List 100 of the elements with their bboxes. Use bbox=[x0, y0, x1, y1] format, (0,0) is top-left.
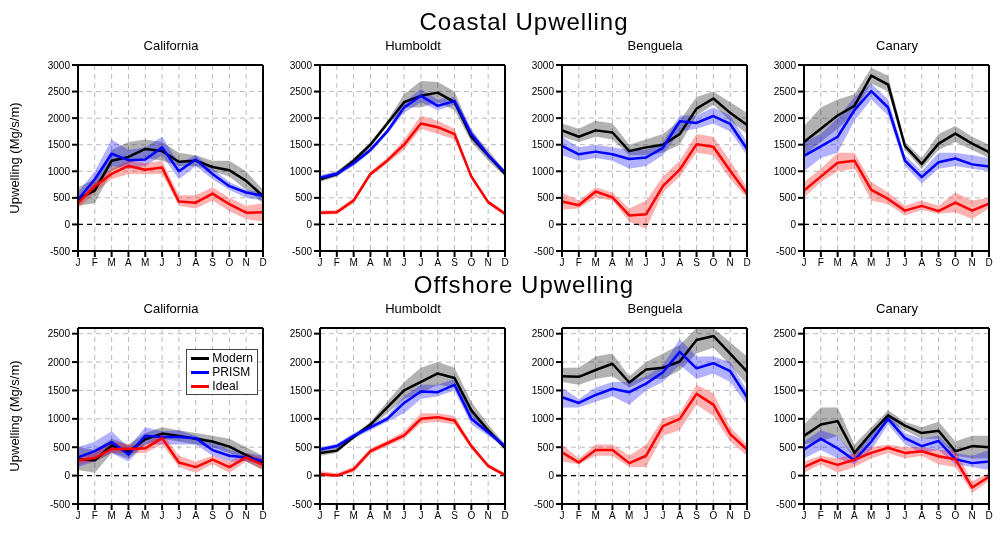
x-tick-label: F bbox=[333, 257, 340, 269]
line-series bbox=[560, 114, 749, 161]
y-tick-label: 1000 bbox=[531, 413, 555, 425]
y-tick-label: -500 bbox=[49, 245, 71, 257]
y-tick-label: -500 bbox=[291, 498, 313, 510]
y-tick-label: -500 bbox=[49, 498, 71, 510]
x-tick-label: J bbox=[885, 257, 891, 269]
y-tick-label: 2000 bbox=[773, 112, 797, 124]
y-tick-label: 0 bbox=[790, 470, 797, 482]
y-tick-label: 1000 bbox=[47, 165, 71, 177]
x-tick-label: A bbox=[367, 510, 375, 522]
x-tick-label: A bbox=[192, 510, 200, 522]
x-tick-label: M bbox=[867, 257, 876, 269]
y-tick-label: 0 bbox=[790, 218, 797, 230]
x-tick-label: S bbox=[935, 510, 943, 522]
x-tick-label: J bbox=[176, 510, 182, 522]
x-tick-label: M bbox=[107, 257, 116, 269]
y-tick-label: 2000 bbox=[289, 356, 313, 368]
x-tick-label: A bbox=[125, 510, 133, 522]
x-tick-label: N bbox=[968, 257, 976, 269]
x-tick-label: D bbox=[985, 510, 993, 522]
x-tick-label: O bbox=[951, 257, 960, 269]
x-tick-label: A bbox=[434, 510, 442, 522]
legend-label: PRISM bbox=[212, 365, 251, 379]
y-tick-label: 0 bbox=[548, 470, 555, 482]
y-tick-label: 0 bbox=[548, 218, 555, 230]
y-tick-label: -500 bbox=[533, 498, 555, 510]
x-tick-label: M bbox=[833, 257, 842, 269]
x-tick-label: M bbox=[867, 510, 876, 522]
y-tick-label: 1500 bbox=[289, 385, 313, 396]
y-tick-label: 500 bbox=[537, 441, 555, 453]
x-tick-label: F bbox=[91, 257, 98, 269]
x-tick-label: M bbox=[833, 510, 842, 522]
x-tick-label: M bbox=[349, 510, 358, 522]
y-tick-label: 1500 bbox=[531, 385, 555, 396]
x-tick-label: A bbox=[434, 257, 442, 269]
x-tick-label: N bbox=[484, 510, 492, 522]
x-tick-label: J bbox=[559, 257, 565, 269]
x-tick-label: D bbox=[259, 257, 267, 269]
y-tick-label: 3000 bbox=[773, 59, 797, 71]
x-tick-label: O bbox=[467, 257, 476, 269]
x-tick-label: J bbox=[643, 257, 649, 269]
y-tick-label: 500 bbox=[53, 441, 71, 453]
x-tick-label: F bbox=[575, 510, 582, 522]
x-tick-label: J bbox=[660, 257, 666, 269]
x-tick-label: A bbox=[125, 257, 133, 269]
x-tick-label: M bbox=[141, 257, 150, 269]
x-tick-label: N bbox=[968, 510, 976, 522]
y-tick-label: 2000 bbox=[289, 112, 313, 124]
y-tick-label: 2500 bbox=[531, 86, 555, 98]
x-tick-label: M bbox=[625, 257, 634, 269]
legend-label: Ideal bbox=[212, 379, 239, 393]
x-tick-label: O bbox=[709, 510, 718, 522]
x-tick-label: M bbox=[107, 510, 116, 522]
y-tick-label: 1000 bbox=[47, 413, 71, 425]
y-tick-label: 0 bbox=[64, 470, 71, 482]
y-tick-label: 2000 bbox=[47, 356, 71, 368]
line-series bbox=[560, 350, 749, 405]
chart-title: California bbox=[142, 301, 200, 318]
y-tick-label: 2500 bbox=[531, 328, 555, 340]
y-tick-label: 500 bbox=[779, 441, 797, 453]
x-tick-label: J bbox=[643, 510, 649, 522]
x-tick-label: J bbox=[801, 510, 807, 522]
x-tick-label: N bbox=[484, 257, 492, 269]
y-tick-label: 500 bbox=[537, 192, 555, 204]
y-tick-label: 500 bbox=[295, 441, 313, 453]
y-tick-label: 1000 bbox=[289, 165, 313, 177]
x-tick-label: M bbox=[349, 257, 358, 269]
x-tick-label: O bbox=[225, 257, 234, 269]
y-tick-label: 3000 bbox=[47, 59, 71, 71]
x-tick-label: F bbox=[817, 510, 824, 522]
x-tick-label: F bbox=[817, 257, 824, 269]
x-tick-label: A bbox=[676, 257, 684, 269]
x-tick-label: N bbox=[726, 257, 734, 269]
y-tick-label: 500 bbox=[295, 192, 313, 204]
x-tick-label: A bbox=[851, 510, 859, 522]
x-tick-label: A bbox=[609, 257, 617, 269]
x-tick-label: O bbox=[467, 510, 476, 522]
y-tick-label: -500 bbox=[291, 245, 313, 257]
x-tick-label: O bbox=[225, 510, 234, 522]
x-tick-label: N bbox=[242, 257, 250, 269]
y-tick-label: 0 bbox=[64, 218, 71, 230]
x-tick-label: J bbox=[159, 257, 165, 269]
y-tick-label: 2000 bbox=[531, 112, 555, 124]
x-tick-label: A bbox=[367, 257, 375, 269]
y-tick-label: 2500 bbox=[289, 328, 313, 340]
x-tick-label: M bbox=[141, 510, 150, 522]
x-tick-label: J bbox=[902, 510, 908, 522]
text: Offshore Upwelling bbox=[412, 271, 636, 300]
x-tick-label: A bbox=[918, 257, 926, 269]
y-tick-label: 2500 bbox=[773, 86, 797, 98]
y-tick-label: 1500 bbox=[47, 385, 71, 396]
y-tick-label: 2500 bbox=[47, 86, 71, 98]
y-tick-label: 1500 bbox=[47, 139, 71, 151]
y-axis-title: Upwelling (Mg/s/m) bbox=[6, 102, 22, 214]
chart-title: Canary bbox=[875, 301, 919, 318]
line-series bbox=[76, 164, 265, 214]
x-tick-label: D bbox=[985, 257, 993, 269]
x-tick-label: S bbox=[693, 510, 701, 522]
x-tick-label: M bbox=[591, 510, 600, 522]
